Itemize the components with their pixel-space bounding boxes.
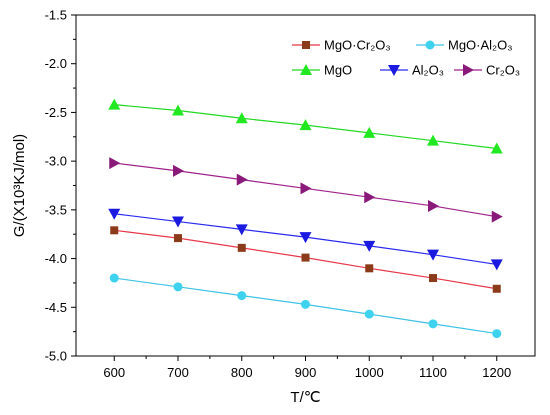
legend-label: MgO·Cr₂O₃ bbox=[324, 38, 391, 53]
series-1 bbox=[109, 273, 502, 339]
y-tick-label: -3.5 bbox=[45, 202, 67, 217]
data-point bbox=[428, 319, 438, 329]
y-tick-label: -3.0 bbox=[45, 154, 67, 169]
data-point bbox=[490, 142, 503, 154]
x-tick-label: 900 bbox=[295, 365, 317, 380]
data-point bbox=[299, 119, 312, 131]
data-point bbox=[363, 126, 376, 138]
data-point bbox=[492, 329, 502, 339]
y-tick-label: -2.0 bbox=[45, 56, 67, 71]
x-axis-title: T/℃ bbox=[290, 389, 320, 406]
series-0 bbox=[110, 226, 501, 293]
legend-label: Al₂O₃ bbox=[412, 63, 444, 78]
data-point bbox=[492, 284, 501, 293]
y-axis-title: G/(X10³KJ/mol) bbox=[11, 134, 28, 237]
data-point bbox=[429, 274, 437, 283]
data-point bbox=[108, 98, 121, 110]
data-point bbox=[490, 259, 503, 271]
data-point bbox=[172, 104, 184, 116]
data-point bbox=[174, 234, 182, 243]
data-point bbox=[364, 191, 376, 204]
data-point bbox=[237, 291, 247, 301]
series-layer bbox=[108, 98, 503, 339]
x-tick-label: 1200 bbox=[482, 365, 511, 380]
data-point bbox=[173, 282, 183, 292]
data-point bbox=[109, 157, 121, 170]
data-point bbox=[299, 232, 312, 244]
legend-item: MgO bbox=[292, 63, 352, 78]
data-point bbox=[109, 273, 119, 283]
legend-item: MgO·Cr₂O₃ bbox=[292, 38, 391, 53]
data-point bbox=[428, 199, 439, 212]
data-point bbox=[110, 226, 119, 235]
legend-item: Al₂O₃ bbox=[380, 63, 444, 78]
legend-label: MgO·Al₂O₃ bbox=[448, 38, 513, 53]
legend-swatch-marker bbox=[463, 64, 474, 76]
legend-item: Cr₂O₃ bbox=[454, 63, 520, 78]
y-tick-label: -1.5 bbox=[45, 8, 67, 23]
x-tick-label: 700 bbox=[167, 365, 189, 380]
series-2 bbox=[108, 98, 503, 154]
data-point bbox=[235, 112, 248, 124]
x-axis: 600 700 800 900 1000 1100 1200 bbox=[103, 356, 511, 380]
data-point bbox=[364, 309, 374, 319]
data-point bbox=[235, 224, 248, 236]
y-tick-label: -5.0 bbox=[45, 349, 67, 364]
data-point bbox=[363, 240, 376, 252]
data-point bbox=[491, 210, 503, 223]
y-tick-label: -4.5 bbox=[45, 300, 67, 315]
y-axis: -1.5 -2.0 -2.5 -3.0 -3.5 -4.0 -4.5 -5.0 bbox=[45, 8, 76, 364]
legend-swatch-marker bbox=[425, 40, 435, 50]
legend-item: MgO·Al₂O₃ bbox=[416, 38, 513, 53]
data-point bbox=[427, 134, 439, 146]
legend-label: MgO bbox=[324, 63, 352, 78]
y-tick-label: -4.0 bbox=[45, 251, 67, 266]
data-point bbox=[300, 182, 312, 195]
x-tick-label: 1000 bbox=[355, 365, 384, 380]
legend-swatch-marker bbox=[302, 41, 310, 49]
data-point bbox=[301, 299, 310, 309]
series-4 bbox=[109, 157, 503, 223]
data-point bbox=[365, 264, 374, 273]
x-tick-label: 600 bbox=[103, 365, 125, 380]
legend-swatch-marker bbox=[388, 65, 400, 76]
legend-swatch-marker bbox=[300, 64, 312, 75]
data-point bbox=[236, 173, 248, 186]
x-tick-label: 800 bbox=[231, 365, 253, 380]
y-tick-label: -2.5 bbox=[45, 105, 67, 120]
legend: MgO·Cr₂O₃ MgO·Al₂O₃ MgO Al₂O₃ Cr₂O₃ bbox=[292, 38, 520, 78]
data-point bbox=[237, 243, 246, 252]
data-point bbox=[173, 164, 184, 177]
data-point bbox=[108, 208, 121, 220]
data-point bbox=[301, 253, 310, 262]
x-tick-label: 1100 bbox=[419, 365, 447, 380]
series-3 bbox=[108, 208, 503, 271]
legend-label: Cr₂O₃ bbox=[486, 63, 520, 78]
data-point bbox=[427, 249, 439, 261]
data-point bbox=[172, 216, 184, 228]
